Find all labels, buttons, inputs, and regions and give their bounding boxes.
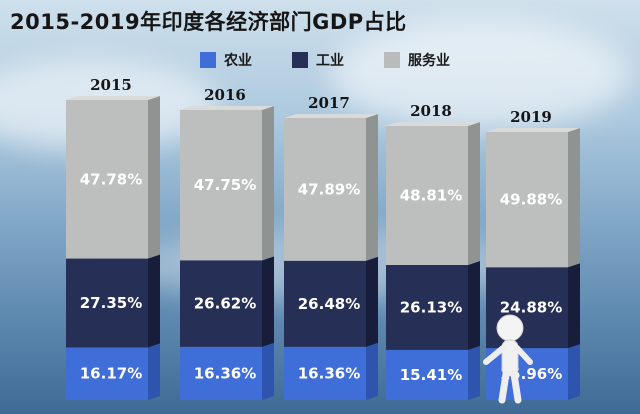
legend-swatch-agriculture <box>200 52 216 68</box>
bar-agriculture-2017 <box>284 346 366 400</box>
year-label-2017: 2017 <box>308 94 350 112</box>
bar-group-2016: 16.36% 26.62% 47.75% 2016 <box>180 86 274 400</box>
bar-agriculture-2018 <box>386 349 468 400</box>
legend-item-agriculture: 农业 <box>200 50 252 70</box>
data-label-agriculture-2018: 15.41% <box>400 366 462 384</box>
legend-item-services: 服务业 <box>384 50 450 70</box>
bar-side-industry-2015 <box>148 254 160 348</box>
year-label-2019: 2019 <box>510 108 552 126</box>
bar-side-industry-2017 <box>366 256 378 347</box>
bar-industry-2018 <box>386 264 468 350</box>
legend-swatch-services <box>384 52 400 68</box>
bar-services-2018 <box>386 126 468 265</box>
data-label-agriculture-2015: 16.17% <box>80 365 142 383</box>
bar-services-2016 <box>180 110 262 261</box>
bar-side-agriculture-2019 <box>568 344 580 400</box>
bar-top-2016 <box>180 106 274 110</box>
bar-side-agriculture-2016 <box>262 342 274 400</box>
data-label-industry-2015: 27.35% <box>80 294 142 312</box>
data-label-industry-2016: 26.62% <box>194 295 256 313</box>
bar-side-services-2015 <box>148 96 160 259</box>
bar-side-industry-2019 <box>568 263 580 349</box>
data-label-services-2016: 47.75% <box>194 176 256 194</box>
bar-top-2017 <box>284 114 378 118</box>
year-label-2015: 2015 <box>90 76 132 94</box>
data-label-agriculture-2016: 16.36% <box>194 364 256 382</box>
bar-services-2015 <box>66 100 148 259</box>
legend-label-industry: 工业 <box>316 53 344 69</box>
bar-top-2019 <box>486 128 580 132</box>
bar-side-services-2016 <box>262 106 274 261</box>
bar-side-agriculture-2018 <box>468 345 480 400</box>
bar-services-2017 <box>284 118 366 261</box>
bar-group-2018: 15.41% 26.13% 48.81% 2018 <box>386 102 480 400</box>
data-label-services-2018: 48.81% <box>400 186 462 204</box>
data-label-industry-2018: 26.13% <box>400 298 462 316</box>
bar-group-2019: 15.96%24.88%49.88%2019 <box>486 108 580 400</box>
presenter-figure <box>483 314 533 404</box>
bar-side-services-2018 <box>468 122 480 265</box>
bar-top-2018 <box>386 122 480 126</box>
data-label-industry-2019: 24.88% <box>500 299 562 317</box>
bar-services-2019 <box>486 132 568 268</box>
legend-label-agriculture: 农业 <box>224 53 252 69</box>
bar-side-services-2019 <box>568 128 580 268</box>
bar-side-industry-2018 <box>468 260 480 350</box>
bar-industry-2017 <box>284 260 366 347</box>
bar-side-industry-2016 <box>262 256 274 347</box>
legend-swatch-industry <box>292 52 308 68</box>
data-label-services-2015: 47.78% <box>80 170 142 188</box>
bar-side-agriculture-2015 <box>148 343 160 400</box>
legend: 农业 工业 服务业 <box>200 50 450 70</box>
year-label-2016: 2016 <box>204 86 246 104</box>
bar-industry-2015 <box>66 258 148 348</box>
bar-side-agriculture-2017 <box>366 342 378 400</box>
bar-agriculture-2015 <box>66 347 148 400</box>
bar-top-2015 <box>66 96 160 100</box>
bar-industry-2016 <box>180 260 262 347</box>
bar-group-2015: 16.17% 27.35% 47.78% 2015 <box>66 76 160 400</box>
bar-group-2017: 16.36% 26.48% 47.89% 2017 <box>284 94 378 400</box>
year-label-2018: 2018 <box>410 102 452 120</box>
bar-agriculture-2016 <box>180 346 262 400</box>
data-label-services-2019: 49.88% <box>500 191 562 209</box>
data-label-agriculture-2017: 16.36% <box>298 364 360 382</box>
data-label-services-2017: 47.89% <box>298 180 360 198</box>
chart-title: 2015-2019年印度各经济部门GDP占比 <box>10 10 407 34</box>
legend-label-services: 服务业 <box>408 53 450 69</box>
data-label-industry-2017: 26.48% <box>298 295 360 313</box>
bar-side-services-2017 <box>366 114 378 261</box>
legend-item-industry: 工业 <box>292 50 344 70</box>
